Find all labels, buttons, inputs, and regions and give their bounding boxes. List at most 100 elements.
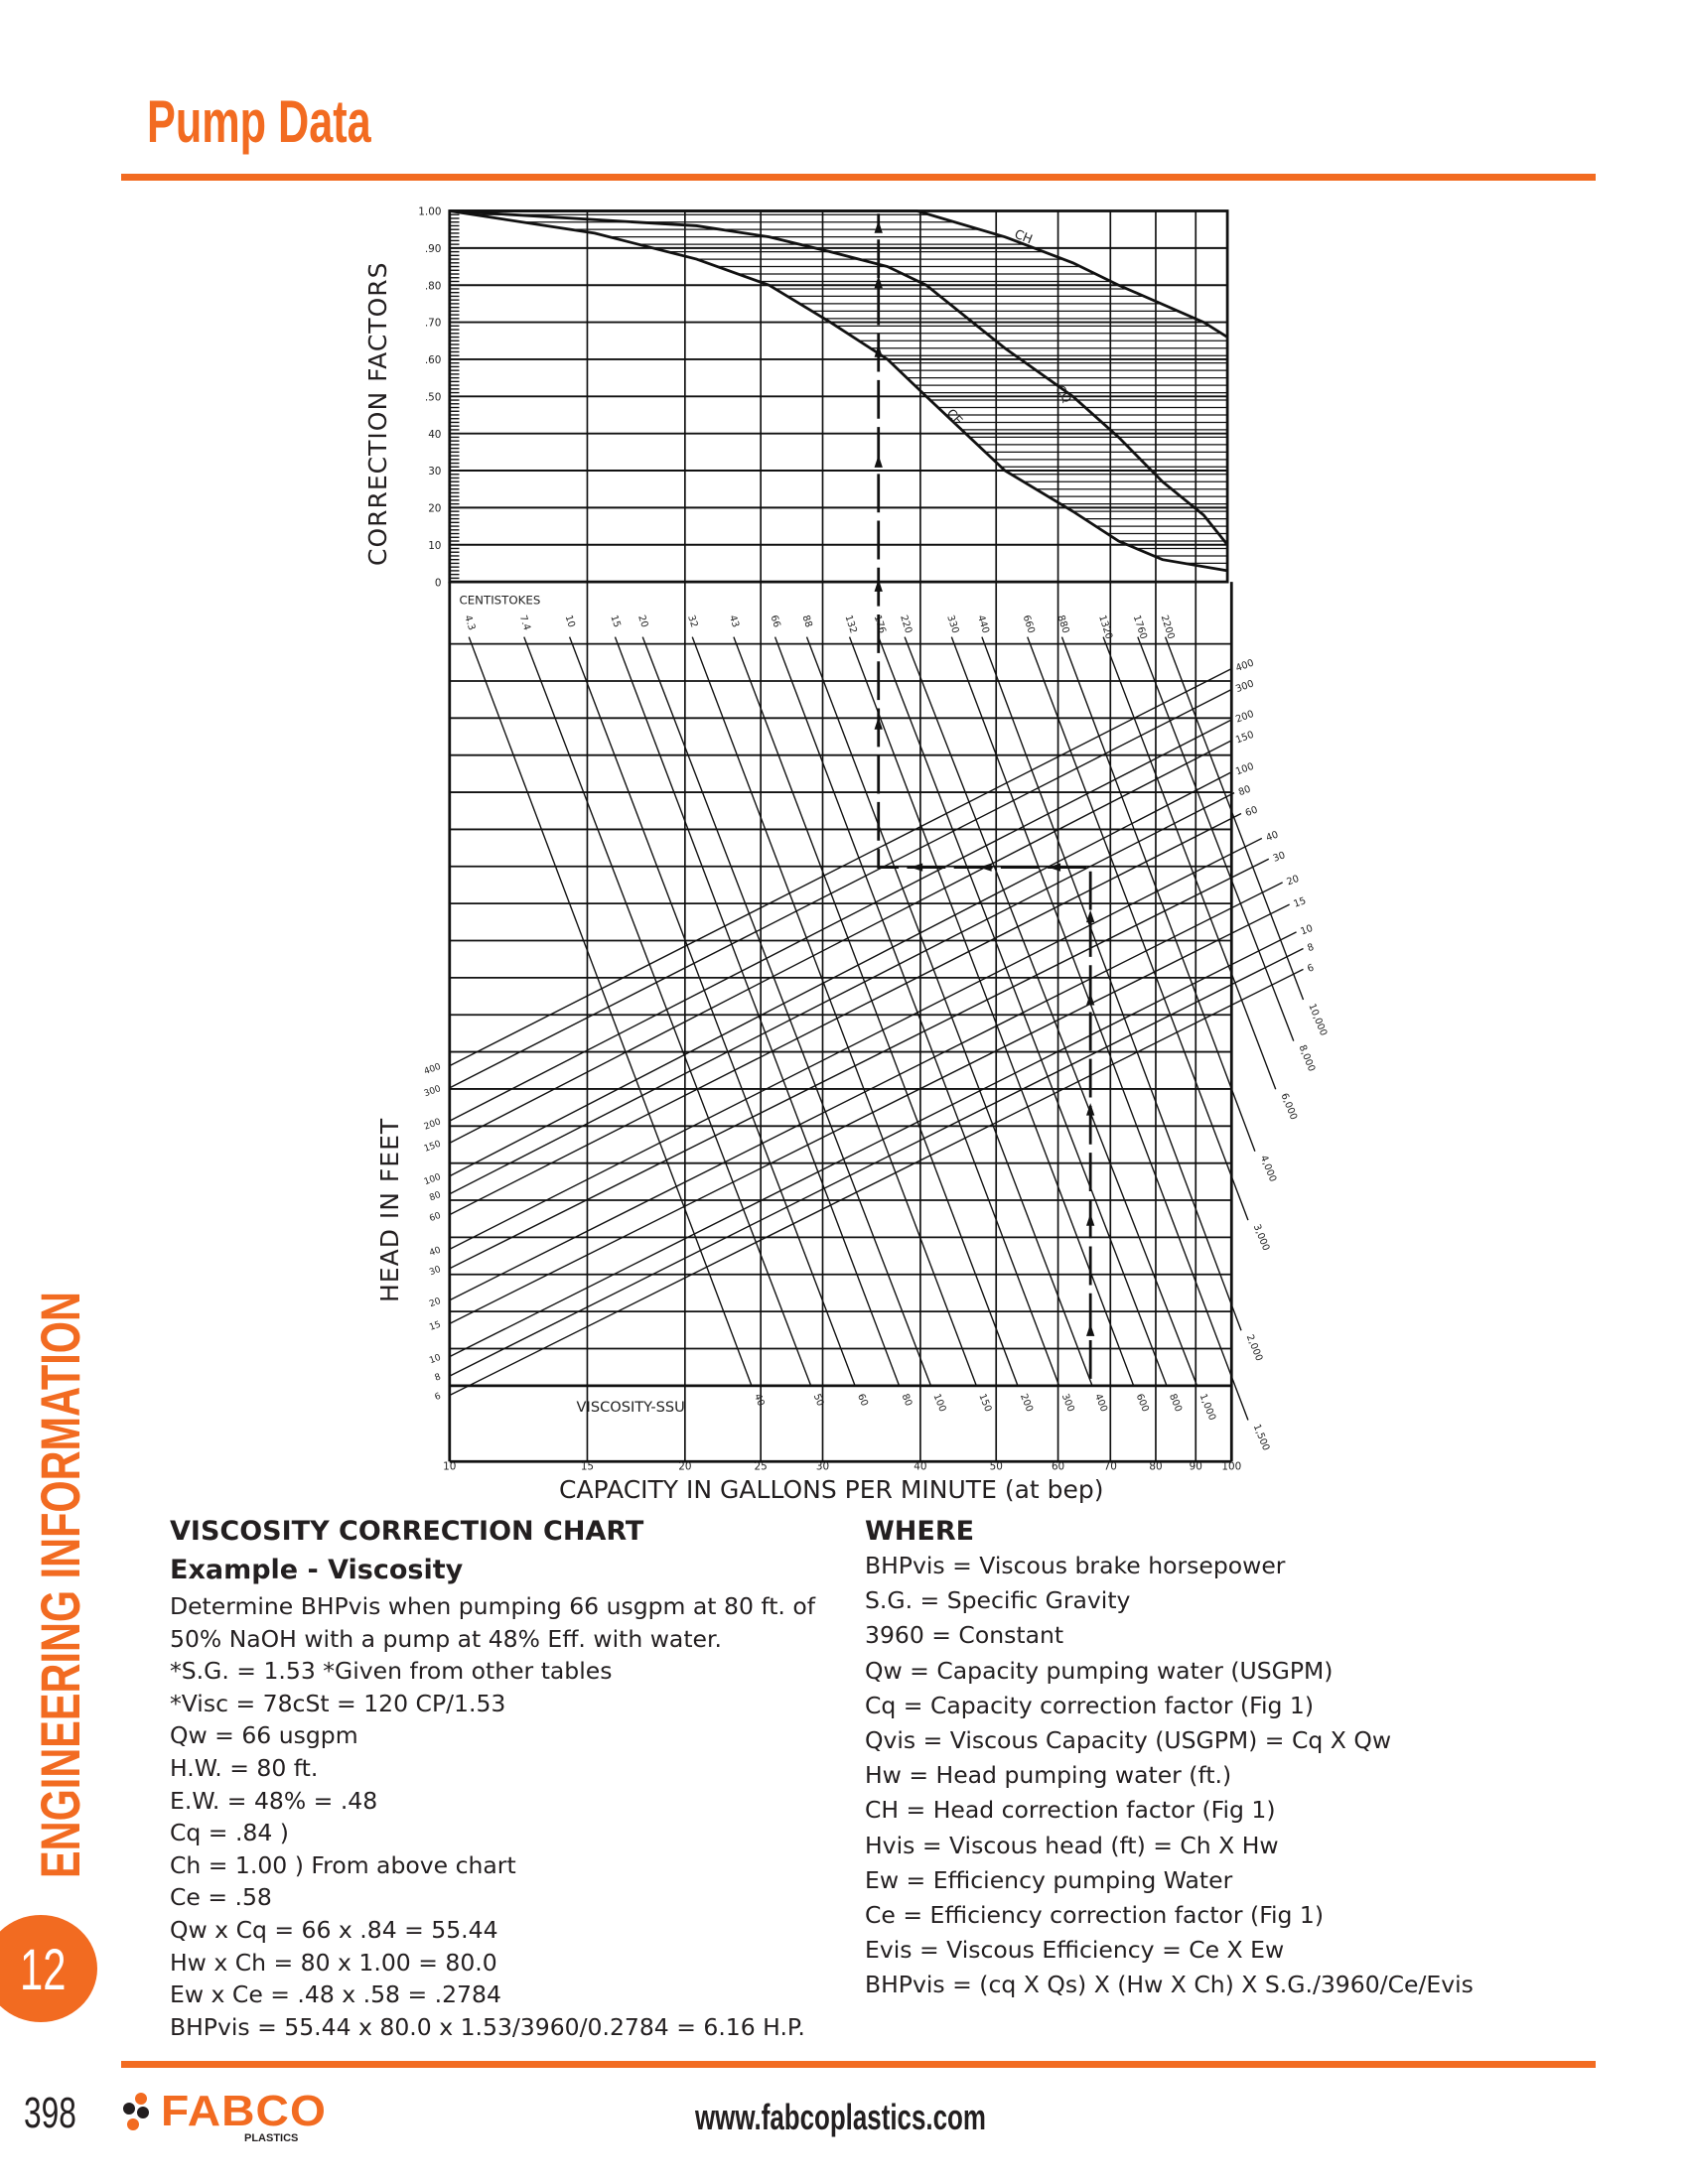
head-tick-label-right: 10 [1299,923,1314,938]
head-line [449,931,1297,1358]
ssu-tick-label: 200 [1018,1393,1035,1414]
head-line [449,771,1232,1177]
capacity-tick-label: 40 [914,1461,926,1473]
head-tick-label-right: 20 [1285,874,1300,888]
definition-line: Cq = Capacity correction factor (Fig 1) [865,1691,1315,1719]
capacity-tick-label: 25 [755,1461,768,1473]
definition-line: S.G. = Specific Gravity [865,1586,1131,1615]
arrowhead-icon [874,344,883,357]
ssu-tick-label: 4,000 [1258,1154,1279,1183]
head-tick-label-right: 400 [1234,658,1255,675]
page-title: Pump Data [147,88,371,155]
definition-line: Hvis = Viscous head (ft) = Ch X Hw [865,1831,1279,1859]
ssu-tick-label: 80 [900,1393,914,1409]
ssu-tick-label: 60 [855,1393,870,1409]
capacity-tick-label: 90 [1190,1461,1202,1473]
arrowhead-icon [979,863,992,872]
ssu-tick-label: 2,000 [1244,1333,1265,1363]
arrowhead-icon [1086,1103,1095,1116]
definition-line: 3960 = Constant [865,1621,1064,1650]
example-line: Ce = .58 [170,1883,272,1912]
ssu-tick-label: 50 [811,1393,826,1409]
hatch-lines [449,213,1228,571]
viscosity-line [568,636,856,1387]
y-tick-label: 40 [428,429,441,441]
y-tick-label: .70 [425,318,442,330]
example-line: BHPvis = 55.44 x 80.0 x 1.53/3960/0.2784… [170,2012,805,2041]
section-tab-label: ENGINEERING INFORMATION [29,1292,91,1878]
viscosity-line [1060,636,1256,1152]
example-line: Hw x Ch = 80 x 1.00 = 80.0 [170,1948,497,1977]
definition-line: Ce = Efficiency correction factor (Fig 1… [865,1901,1325,1930]
centistokes-tick-label: 220 [898,614,914,634]
head-line [449,667,1232,1067]
example-line: E.W. = 48% = .48 [170,1786,378,1815]
capacity-tick-label: 10 [443,1461,456,1473]
ssu-tick-label: 3,000 [1251,1223,1272,1253]
logo-subtext: PLASTICS [244,2132,299,2144]
head-line [449,740,1232,1145]
ssu-tick-label: 300 [1059,1393,1076,1414]
example-line: H.W. = 80 ft. [170,1753,319,1782]
viscosity-line [774,636,1060,1387]
ssu-tick-label: 800 [1167,1393,1184,1414]
centistokes-tick-label: 10 [563,614,577,628]
head-tick-label-left: 40 [428,1245,442,1258]
head-tick-label-left: 100 [423,1172,443,1187]
website-link[interactable]: www.fabcoplastics.com [695,2097,986,2137]
arrowhead-icon [1086,909,1095,923]
chapter-badge: 12 [0,1915,97,2022]
head-tick-label-right: 60 [1244,804,1259,819]
capacity-tick-label: 15 [581,1461,594,1473]
capacity-tick-label: 80 [1149,1461,1162,1473]
head-line [449,882,1283,1301]
viscosity-line [904,636,1198,1387]
head-tick-label-right: 30 [1272,850,1287,865]
viscosity-line [614,636,901,1387]
viscosity-line [641,636,932,1387]
arrowhead-icon [1086,993,1095,1006]
footer-divider [121,2061,1596,2068]
capacity-tick-label: 20 [678,1461,691,1473]
y-tick-label: 0 [435,577,442,589]
chapter-number: 12 [20,1938,67,2002]
example-subheading: Example - Viscosity [170,1555,464,1585]
viscosity-line [981,636,1242,1331]
head-tick-label-left: 15 [428,1320,442,1333]
ssu-tick-label: 400 [1092,1393,1109,1414]
head-tick-label-right: 80 [1237,784,1252,799]
centistokes-tick-label: 20 [635,614,649,628]
viscosity-line [1102,636,1277,1090]
centistokes-tick-label: 88 [799,614,813,628]
head-tick-label-left: 6 [434,1392,443,1403]
capacity-tick-label: 50 [990,1461,1003,1473]
y-axis-label-correction-factors: CORRECTION FACTORS [363,261,392,567]
example-line: *Visc = 78cSt = 120 CP/1.53 [170,1689,506,1717]
head-line [449,688,1232,1089]
example-heading: VISCOSITY CORRECTION CHART [170,1516,644,1547]
arrowhead-icon [1086,1213,1095,1226]
y-tick-label: .80 [425,280,442,292]
head-tick-label-left: 60 [428,1211,442,1224]
y-tick-label: 20 [428,503,441,515]
head-tick-label-left: 300 [423,1084,443,1099]
where-section: WHERE BHPvis = Viscous brake horsepower S… [865,1513,1474,2003]
arrowhead-icon [1048,863,1061,872]
viscosity-line [523,636,812,1387]
example-line: *S.G. = 1.53 *Given from other tables [170,1657,613,1686]
capacity-tick-label: 70 [1104,1461,1117,1473]
definition-line: Qw = Capacity pumping water (USGPM) [865,1656,1334,1685]
example-line: Ch = 1.00 ) From above chart [170,1850,516,1879]
logo-dot-icon [127,2118,139,2130]
head-line [449,719,1232,1122]
definition-line: BHPvis = (cq X Qs) X (Hw X Ch) X S.G./39… [865,1971,1474,1999]
viscosity-line [1027,636,1249,1221]
viscosity-line [691,636,977,1387]
curve-ce [449,209,1228,573]
head-tick-label-right: 8 [1306,942,1316,954]
arrowhead-icon [910,863,923,872]
centistokes-tick-label: 1320 [1096,614,1114,640]
head-tick-label-left: 8 [434,1372,443,1383]
arrowhead-icon [874,579,883,592]
curve-label-cq: CQ [1053,382,1075,406]
